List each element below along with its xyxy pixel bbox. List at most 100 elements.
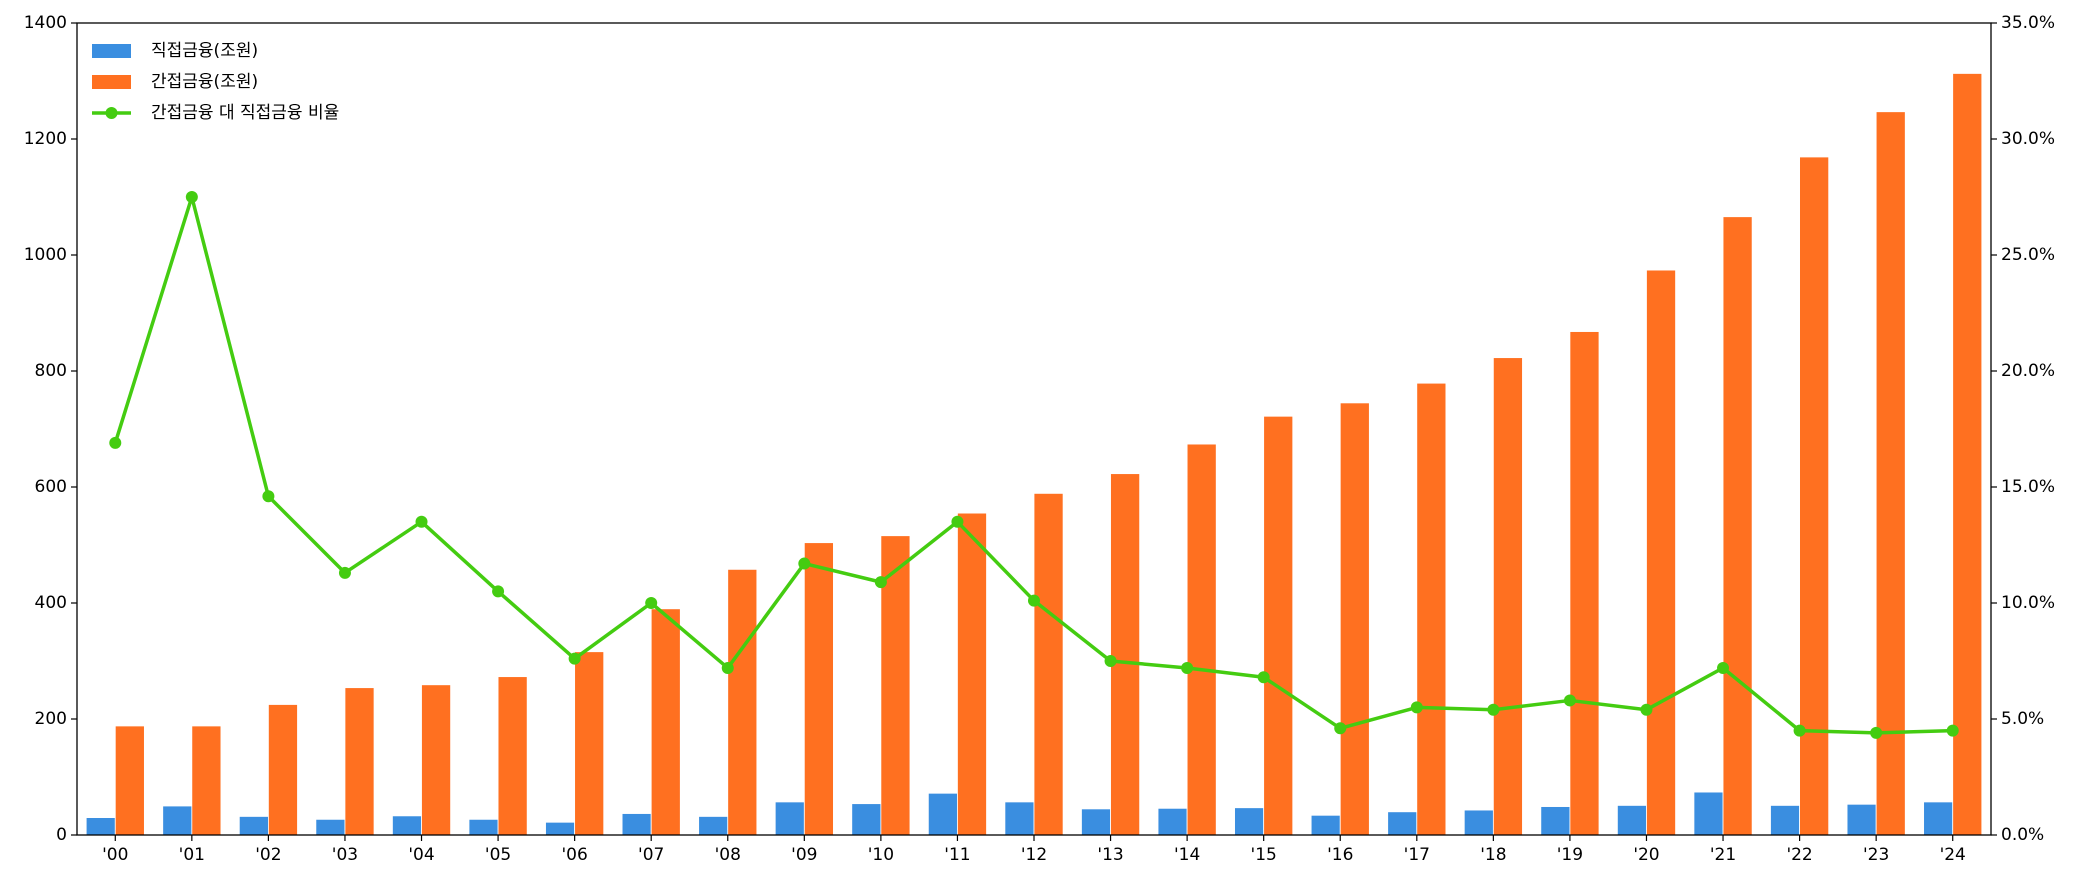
bar: [1263, 415, 1294, 836]
bar: [468, 818, 499, 836]
bar: [392, 815, 422, 836]
bar: [1846, 803, 1877, 836]
bar: [497, 676, 528, 836]
bar: [1463, 809, 1494, 836]
x-tick-label: '12: [1021, 845, 1047, 865]
bar: [698, 816, 729, 836]
bar: [1569, 331, 1600, 836]
x-tick-label: '06: [561, 845, 587, 865]
legend: 직접금융(조원) 간접금융(조원) 간접금융 대 직접금융 비율: [92, 41, 339, 123]
line-marker: [1870, 726, 1883, 739]
y2-tick-label: 5.0%: [2001, 709, 2044, 729]
line-marker: [1028, 594, 1040, 607]
bar: [1616, 805, 1647, 836]
bar: [1387, 811, 1418, 836]
bar: [574, 651, 605, 836]
x-tick-label: '00: [102, 845, 128, 865]
legend-swatch: [92, 75, 131, 89]
bar: [1157, 807, 1188, 836]
line-marker: [492, 585, 505, 598]
line-marker: [262, 490, 275, 503]
bar: [1081, 808, 1111, 836]
bar: [1952, 73, 1983, 836]
bar: [1004, 801, 1035, 836]
line-marker: [721, 661, 734, 674]
legend-label: 직접금융(조원): [151, 41, 258, 61]
line-marker: [1104, 655, 1117, 667]
line-marker: [1334, 722, 1347, 735]
line-marker: [798, 557, 811, 570]
x-tick-label: '21: [1710, 845, 1736, 865]
y2-tick-label: 30.0%: [2001, 129, 2055, 149]
bar: [774, 801, 805, 836]
bar: [344, 687, 375, 836]
x-tick-label: '01: [179, 845, 205, 865]
y-tick-label: 0: [56, 825, 67, 845]
line-marker: [951, 515, 964, 528]
plot-frame: [76, 22, 1992, 836]
bar: [85, 817, 116, 836]
y-tick-label: 1200: [24, 129, 67, 149]
bar: [803, 542, 834, 836]
x-tick-label: '11: [944, 845, 970, 865]
bar: [545, 821, 576, 836]
line-marker: [1257, 671, 1270, 684]
y-tick-label: 400: [35, 593, 67, 613]
line-marker: [1717, 661, 1730, 674]
x-tick-label: '23: [1863, 845, 1889, 865]
bar: [1186, 443, 1217, 836]
line-marker: [185, 191, 198, 203]
line-marker: [568, 652, 581, 665]
y-tick-label: 1000: [24, 245, 67, 265]
x-tick-label: '08: [715, 845, 741, 865]
bar: [114, 725, 145, 836]
bar: [1875, 111, 1906, 836]
bar: [238, 816, 269, 836]
bar: [1110, 473, 1141, 836]
x-tick-label: '09: [791, 845, 817, 865]
bar: [1033, 492, 1064, 836]
x-tick-label: '24: [1940, 845, 1966, 865]
y2-tick-label: 15.0%: [2001, 477, 2055, 497]
x-tick-label: '16: [1327, 845, 1353, 865]
bar: [727, 568, 758, 836]
bar: [621, 813, 652, 836]
legend-swatch: [92, 44, 131, 58]
x-tick-label: '19: [1557, 845, 1583, 865]
bar: [1923, 801, 1954, 836]
line-marker: [1410, 701, 1423, 714]
legend-swatch: [105, 107, 118, 119]
x-tick-label: '17: [1404, 845, 1430, 865]
bar: [1492, 357, 1523, 836]
x-tick-label: '20: [1633, 845, 1659, 865]
y2-tick-label: 25.0%: [2001, 245, 2055, 265]
x-tick-label: '05: [485, 845, 511, 865]
line-marker: [415, 515, 428, 528]
bar: [421, 684, 452, 836]
legend-label: 간접금융 대 직접금융 비율: [151, 103, 339, 123]
line-marker: [1487, 703, 1500, 716]
line-marker: [1563, 694, 1576, 707]
x-tick-label: '07: [638, 845, 664, 865]
bar: [1416, 382, 1447, 836]
line-marker: [1793, 724, 1806, 737]
x-tick-label: '15: [1251, 845, 1277, 865]
line-marker: [1946, 724, 1959, 737]
x-tick-label: '14: [1174, 845, 1200, 865]
bar: [957, 512, 987, 836]
x-tick-label: '18: [1480, 845, 1506, 865]
bar: [162, 805, 193, 836]
y-tick-label: 200: [35, 709, 67, 729]
bar: [927, 792, 958, 836]
bar: [191, 725, 222, 836]
x-tick-label: '03: [332, 845, 358, 865]
line-marker: [645, 597, 658, 609]
y2-tick-label: 20.0%: [2001, 361, 2055, 381]
x-tick-label: '10: [868, 845, 894, 865]
bar: [267, 704, 298, 836]
bar: [1234, 807, 1265, 836]
x-tick-label: '02: [255, 845, 281, 865]
y2-tick-label: 0.0%: [2001, 825, 2044, 845]
x-tick-label: '13: [1097, 845, 1123, 865]
